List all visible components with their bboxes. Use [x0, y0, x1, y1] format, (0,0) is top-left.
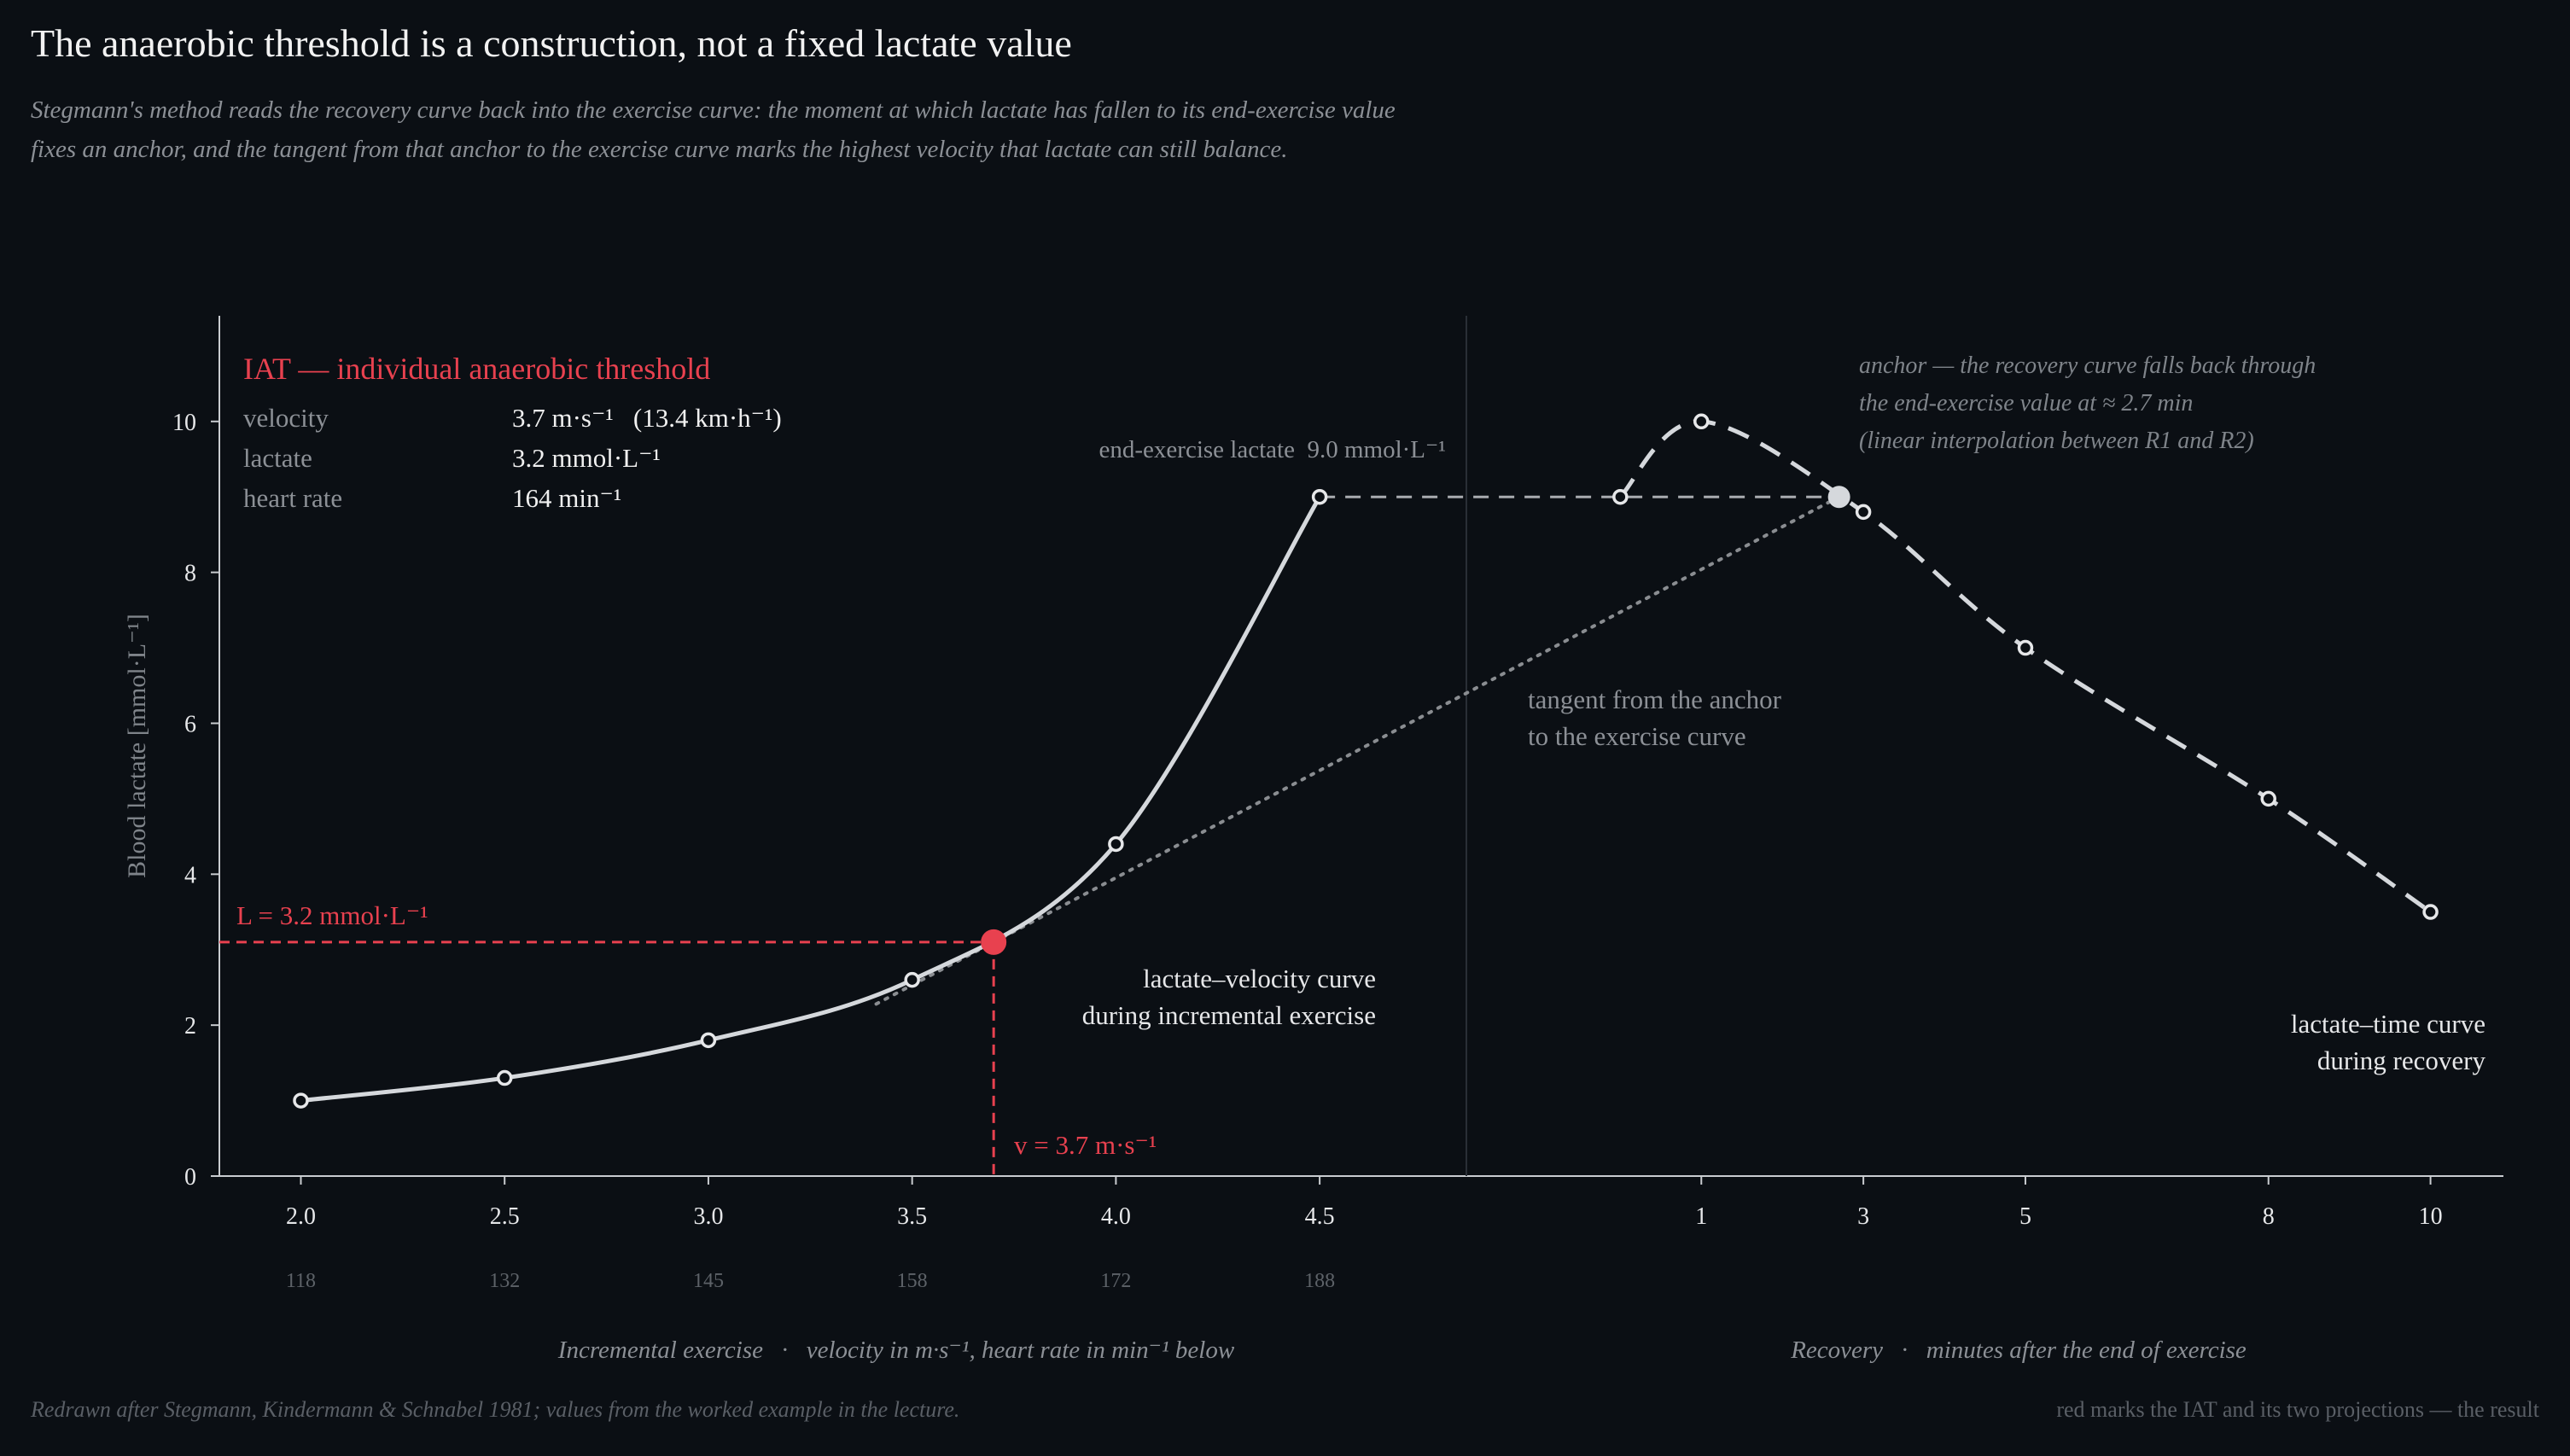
- recovery-data-point: [1855, 504, 1872, 521]
- subtitle-line: fixes an anchor, and the tangent from th…: [31, 136, 1288, 163]
- exercise-data-point: [1108, 836, 1124, 853]
- y-axis-label: Blood lactate [mmol·L⁻¹]: [123, 614, 151, 878]
- recovery-data-point: [1693, 413, 1710, 430]
- heart-rate-tick-label: 172: [1100, 1270, 1131, 1292]
- recovery-curve-label-line: during recovery: [2317, 1045, 2486, 1075]
- exercise-data-point: [1311, 488, 1328, 505]
- chart-title: The anaerobic threshold is a constructio…: [31, 21, 1072, 65]
- exercise-curve-label-line: during incremental exercise: [1082, 1000, 1376, 1030]
- iat-row-value: 164 min⁻¹: [512, 483, 621, 513]
- iat-row-value: 3.2 mmol·L⁻¹: [512, 443, 661, 473]
- iat-row-label: velocity: [243, 403, 329, 433]
- curves-layer: [300, 419, 2433, 1104]
- anchor-label-line: anchor — the recovery curve falls back t…: [1859, 352, 2316, 379]
- heart-rate-tick-label: 145: [693, 1270, 724, 1292]
- velocity-tick-label: 2.5: [490, 1203, 520, 1230]
- x-ticks: 2.0 118 2.5 132 3.0 145 3.5 158 4.0 172 4.5 188 1 3 5 8…: [286, 1176, 2443, 1292]
- recovery-axis-title: Recovery · minutes after the end of exer…: [1790, 1337, 2247, 1364]
- exercise-curve: [300, 495, 1322, 1104]
- iat-row-value: 3.7 m·s⁻¹ (13.4 km·h⁻¹): [512, 403, 782, 433]
- recovery-data-point: [2017, 639, 2034, 656]
- subtitle-line: Stegmann's method reads the recovery cur…: [31, 96, 1396, 124]
- chart-subtitle: Stegmann's method reads the recovery cur…: [31, 90, 1652, 169]
- legend-note: red marks the IAT and its two projection…: [2056, 1397, 2539, 1422]
- velocity-tick-label: 4.0: [1101, 1203, 1131, 1230]
- heart-rate-tick-label: 188: [1304, 1270, 1335, 1292]
- heart-rate-tick-label: 118: [286, 1270, 316, 1292]
- recovery-curve-label-line: lactate–time curve: [2291, 1009, 2485, 1039]
- iat-velocity-label: v = 3.7 m·s⁻¹: [1014, 1130, 1157, 1160]
- y-tick-label: 8: [184, 561, 196, 587]
- tangent-label-line: tangent from the anchor: [1528, 684, 1782, 714]
- iat-projections: [219, 941, 995, 1176]
- iat-heading: IAT — individual anaerobic threshold: [243, 352, 710, 386]
- exercise-data-point: [700, 1032, 717, 1049]
- points-layer: [293, 413, 2439, 1109]
- tangent-line: [873, 495, 1841, 1006]
- source-note: Redrawn after Stegmann, Kindermann & Sch…: [31, 1397, 960, 1422]
- y-tick-label: 2: [184, 1013, 196, 1040]
- recovery-data-point: [2422, 904, 2439, 920]
- recovery-data-point: [2260, 790, 2276, 807]
- velocity-tick-label: 4.5: [1305, 1203, 1335, 1230]
- time-tick-label: 3: [1857, 1203, 1869, 1230]
- anchor-label-line: (linear interpolation between R1 and R2): [1859, 428, 2254, 454]
- heart-rate-tick-label: 158: [897, 1270, 928, 1292]
- iat-row-label: heart rate: [243, 483, 342, 513]
- velocity-tick-label: 2.0: [286, 1203, 316, 1230]
- end-exercise-label: end-exercise lactate 9.0 mmol·L⁻¹: [1099, 436, 1446, 463]
- exercise-curve-label-line: lactate–velocity curve: [1143, 964, 1376, 993]
- time-tick-label: 8: [2263, 1203, 2275, 1230]
- y-tick-label: 4: [184, 862, 196, 888]
- time-tick-label: 5: [2019, 1203, 2031, 1230]
- time-tick-label: 1: [1695, 1203, 1707, 1230]
- recovery-curve: [1618, 419, 2433, 914]
- tangent-layer: [873, 495, 1841, 1006]
- recovery-data-point: [1612, 488, 1629, 505]
- anchor-point: [1827, 486, 1850, 509]
- time-tick-label: 10: [2419, 1203, 2443, 1230]
- iat-point: [981, 929, 1007, 955]
- velocity-tick-label: 3.0: [693, 1203, 723, 1230]
- exercise-data-point: [293, 1092, 309, 1109]
- exercise-data-point: [904, 971, 920, 988]
- iat-lactate-label: L = 3.2 mmol·L⁻¹: [236, 900, 428, 930]
- y-tick-label: 6: [184, 711, 196, 737]
- y-tick-label: 10: [172, 410, 196, 436]
- iat-row-label: lactate: [243, 443, 312, 473]
- tangent-label-line: to the exercise curve: [1528, 721, 1746, 751]
- velocity-tick-label: 3.5: [897, 1203, 927, 1230]
- y-ticks: 0 2 4 6 8 10: [172, 410, 219, 1191]
- exercise-data-point: [496, 1069, 513, 1086]
- heart-rate-tick-label: 132: [489, 1270, 520, 1292]
- exercise-axis-title: Incremental exercise · velocity in m·s⁻¹…: [557, 1337, 1235, 1364]
- y-tick-label: 0: [184, 1164, 196, 1191]
- anchor-label-line: the end-exercise value at ≈ 2.7 min: [1859, 390, 2193, 416]
